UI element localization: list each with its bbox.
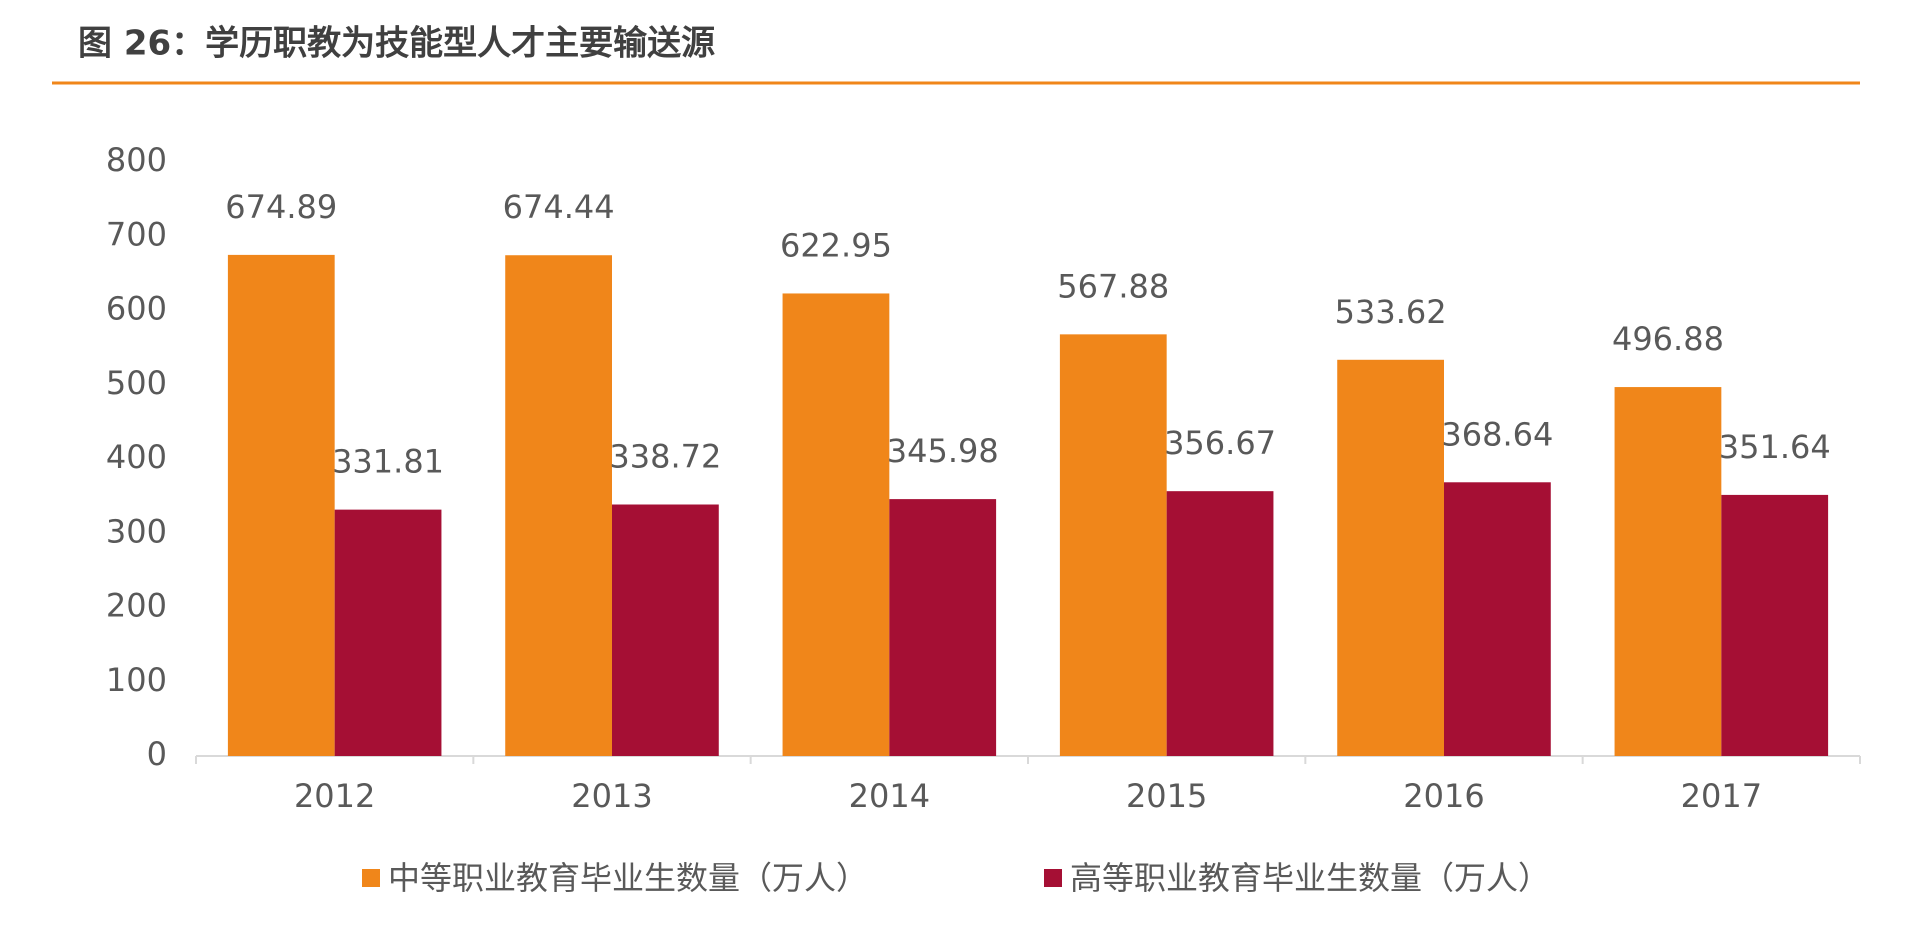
bar <box>1614 387 1722 756</box>
bar <box>782 293 890 756</box>
bar <box>1337 359 1444 756</box>
bar <box>1059 334 1167 756</box>
y-tick-label: 0 <box>147 735 167 773</box>
y-tick-label: 800 <box>106 141 167 179</box>
legend-label: 高等职业教育毕业生数量（万人） <box>1070 859 1550 897</box>
data-label: 674.44 <box>503 188 615 226</box>
data-label: 345.98 <box>887 432 999 470</box>
legend-swatch <box>362 869 380 887</box>
bar <box>334 509 442 756</box>
bar <box>1444 482 1551 756</box>
x-tick-label: 2014 <box>849 777 930 815</box>
bar <box>889 499 997 756</box>
x-tick-label: 2012 <box>294 777 375 815</box>
y-tick-label: 200 <box>106 587 167 625</box>
data-label: 496.88 <box>1612 320 1724 358</box>
bar <box>227 254 335 757</box>
y-tick-label: 600 <box>106 290 167 328</box>
bar <box>612 504 719 756</box>
data-label: 356.67 <box>1164 424 1276 462</box>
y-tick-label: 500 <box>106 364 167 402</box>
y-tick-label: 100 <box>106 661 167 699</box>
legend-swatch <box>1044 869 1062 887</box>
x-tick-label: 2013 <box>571 777 652 815</box>
chart-title: 图 26：学历职教为技能型人才主要输送源 <box>78 24 715 64</box>
x-tick-label: 2017 <box>1681 777 1762 815</box>
data-label: 567.88 <box>1057 267 1169 305</box>
data-label: 622.95 <box>780 226 892 264</box>
y-tick-label: 700 <box>106 215 167 253</box>
data-label: 533.62 <box>1335 293 1447 331</box>
bar <box>1166 491 1274 756</box>
y-tick-label: 300 <box>106 512 167 550</box>
y-tick-label: 400 <box>106 438 167 476</box>
x-tick-label: 2016 <box>1403 777 1484 815</box>
data-label: 338.72 <box>609 438 721 476</box>
bar <box>505 255 612 756</box>
data-label: 351.64 <box>1719 428 1831 466</box>
data-label: 331.81 <box>332 443 444 481</box>
bar <box>1721 494 1829 756</box>
data-label: 674.89 <box>225 188 337 226</box>
legend-label: 中等职业教育毕业生数量（万人） <box>388 859 868 897</box>
data-label: 368.64 <box>1441 415 1553 453</box>
x-tick-label: 2015 <box>1126 777 1207 815</box>
